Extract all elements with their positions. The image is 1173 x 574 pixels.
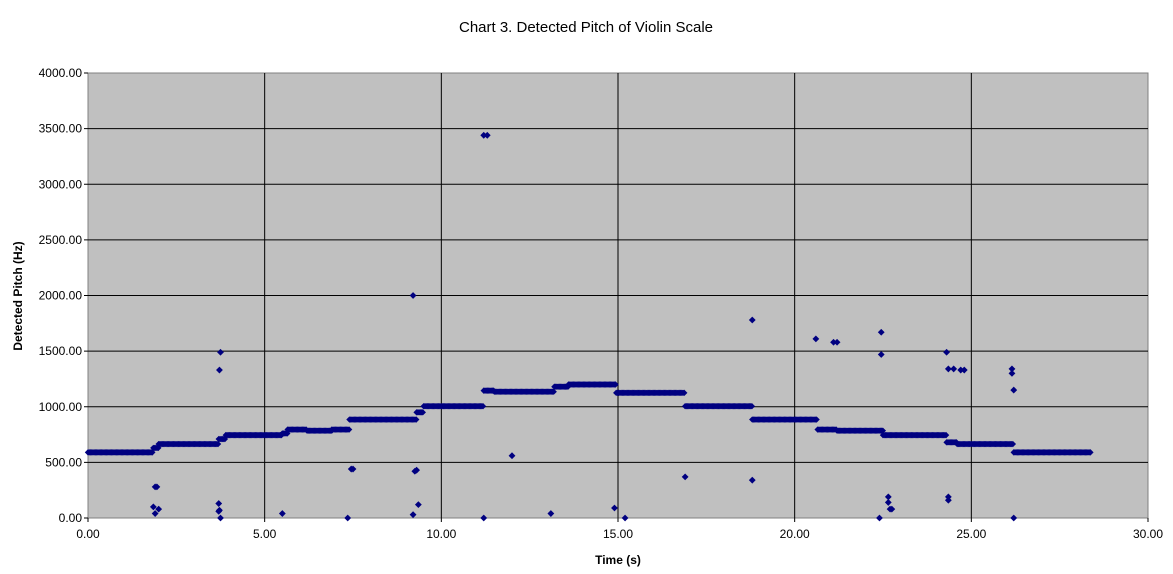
data-point xyxy=(884,499,892,506)
data-point xyxy=(217,348,224,356)
data-point xyxy=(1008,369,1016,377)
y-axis-ticks: 0.00 500.00 1000.00 1500.00 2000.00 2500.00 30… xyxy=(39,66,88,525)
data-point xyxy=(155,505,163,513)
data-point xyxy=(877,328,885,336)
data-point xyxy=(886,505,894,513)
x-axis-ticks: 0.00 5.00 10.00 15.00 20.00 25.00 30.00 xyxy=(76,518,1163,541)
y-tick-label: 500.00 xyxy=(45,455,82,469)
x-tick-label: 0.00 xyxy=(76,527,100,541)
x-tick-label: 30.00 xyxy=(1133,527,1163,541)
y-tick-label: 1000.00 xyxy=(39,400,83,414)
data-point xyxy=(1009,440,1017,448)
data-point xyxy=(217,514,224,522)
data-point xyxy=(1087,449,1094,456)
x-tick-label: 20.00 xyxy=(780,527,810,541)
data-point xyxy=(813,416,820,423)
data-point xyxy=(149,449,156,456)
data-point xyxy=(1010,386,1018,394)
gridlines xyxy=(88,73,1148,518)
x-tick-label: 25.00 xyxy=(956,527,986,541)
data-point xyxy=(409,511,417,519)
y-tick-label: 4000.00 xyxy=(39,66,83,80)
data-point xyxy=(419,409,426,416)
x-tick-label: 5.00 xyxy=(253,527,277,541)
data-point xyxy=(151,510,159,517)
data-point xyxy=(611,504,618,512)
data-point xyxy=(944,496,952,504)
data-point xyxy=(879,427,887,434)
data-point xyxy=(414,501,422,509)
y-tick-label: 2500.00 xyxy=(39,233,83,247)
data-point xyxy=(950,365,958,373)
data-point xyxy=(480,514,488,522)
y-tick-label: 1500.00 xyxy=(39,344,83,358)
data-point xyxy=(347,465,355,473)
x-tick-label: 10.00 xyxy=(426,527,456,541)
y-axis-label: Detected Pitch (Hz) xyxy=(11,241,25,350)
data-point xyxy=(960,366,968,374)
data-point xyxy=(479,402,487,410)
y-tick-label: 0.00 xyxy=(59,511,83,525)
data-point xyxy=(413,416,420,423)
y-tick-label: 2000.00 xyxy=(39,289,83,303)
y-tick-label: 3500.00 xyxy=(39,122,83,136)
data-point xyxy=(681,473,689,481)
data-point xyxy=(681,389,688,397)
data-point xyxy=(480,131,488,139)
data-point xyxy=(876,514,883,522)
data-point xyxy=(1008,365,1016,373)
y-tick-label: 3000.00 xyxy=(39,177,83,191)
data-point xyxy=(508,452,516,460)
data-point xyxy=(483,131,491,139)
data-point xyxy=(216,366,223,374)
data-points xyxy=(84,131,1094,522)
data-point xyxy=(748,316,756,324)
data-point xyxy=(877,351,885,358)
data-point xyxy=(748,402,756,410)
data-point xyxy=(215,500,223,507)
data-point xyxy=(547,510,555,517)
data-point xyxy=(957,366,965,374)
data-point xyxy=(345,426,353,433)
data-point xyxy=(413,466,420,474)
data-point xyxy=(344,514,352,522)
data-point xyxy=(1010,514,1018,522)
data-point xyxy=(153,483,161,491)
data-point xyxy=(612,381,619,388)
data-point xyxy=(830,338,837,346)
data-point xyxy=(409,292,417,299)
data-point xyxy=(149,503,157,511)
data-point xyxy=(621,514,629,522)
x-tick-label: 15.00 xyxy=(603,527,633,541)
data-point xyxy=(278,510,286,517)
data-point xyxy=(944,365,952,373)
data-point xyxy=(748,476,756,484)
data-point xyxy=(550,388,557,395)
chart-title: Chart 3. Detected Pitch of Violin Scale xyxy=(459,19,713,36)
x-axis-label: Time (s) xyxy=(595,553,641,567)
data-point xyxy=(942,431,950,439)
data-point xyxy=(812,335,820,343)
data-point xyxy=(833,338,841,346)
data-point xyxy=(943,348,950,356)
data-point xyxy=(214,440,222,448)
data-point xyxy=(216,506,223,514)
data-point xyxy=(884,493,892,501)
